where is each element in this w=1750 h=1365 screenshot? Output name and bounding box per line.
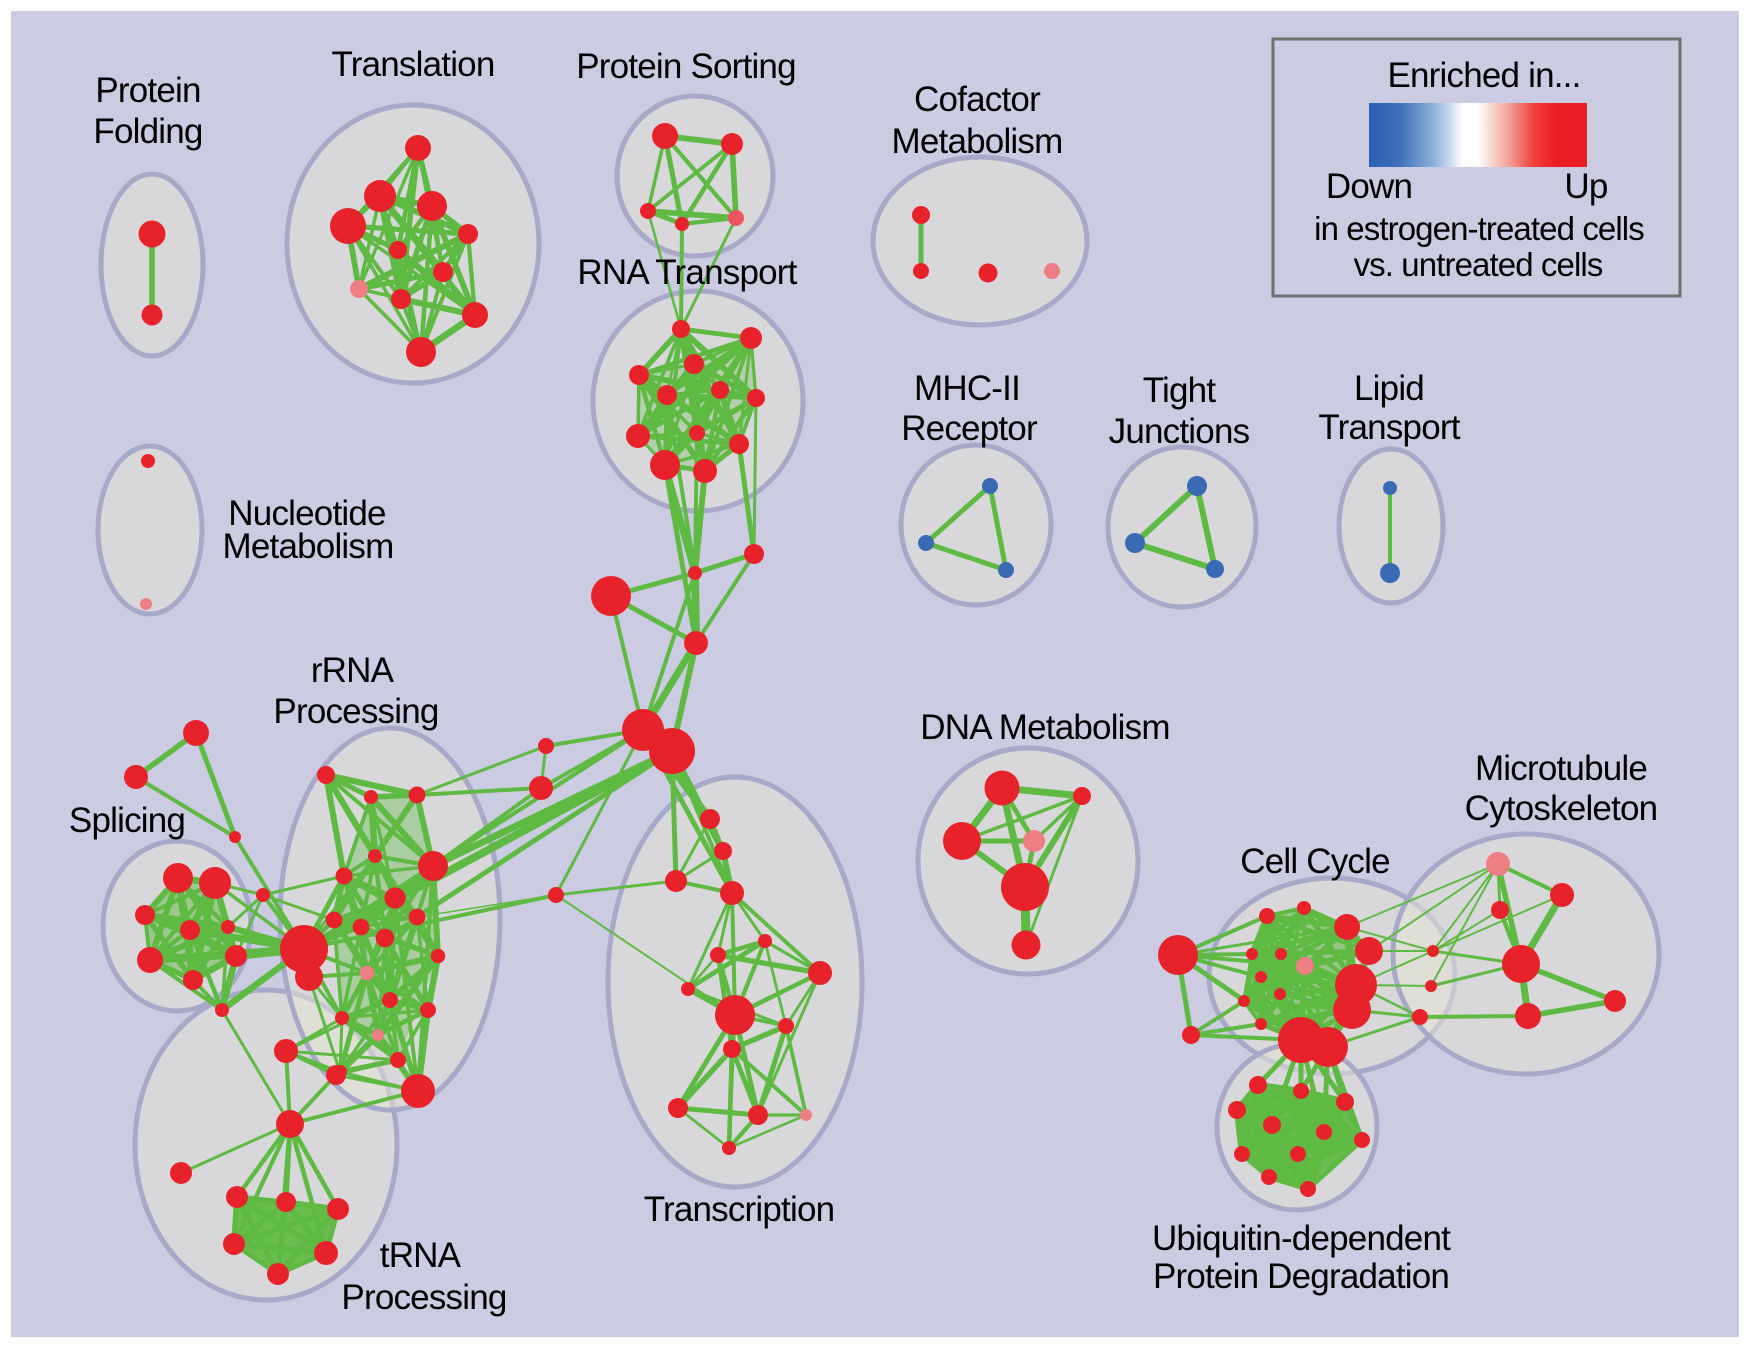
svg-text:Translation: Translation — [331, 45, 494, 84]
svg-text:Receptor: Receptor — [901, 409, 1038, 448]
svg-text:Tight: Tight — [1143, 371, 1217, 410]
svg-text:Microtubule: Microtubule — [1475, 749, 1647, 788]
svg-text:Ubiquitin-dependent: Ubiquitin-dependent — [1152, 1219, 1451, 1258]
svg-text:Lipid: Lipid — [1354, 369, 1424, 408]
svg-text:Down: Down — [1326, 167, 1412, 206]
svg-text:Folding: Folding — [93, 112, 202, 151]
svg-text:Enriched in...: Enriched in... — [1387, 56, 1580, 95]
svg-text:in estrogen-treated cells: in estrogen-treated cells — [1314, 210, 1644, 247]
svg-text:Transport: Transport — [1318, 408, 1460, 447]
svg-text:MHC-II: MHC-II — [914, 369, 1020, 408]
svg-text:Processing: Processing — [341, 1278, 506, 1317]
svg-text:Protein Degradation: Protein Degradation — [1153, 1257, 1449, 1296]
svg-text:Nucleotide: Nucleotide — [228, 494, 385, 533]
svg-text:Splicing: Splicing — [69, 801, 185, 840]
svg-text:Cytoskeleton: Cytoskeleton — [1465, 789, 1658, 828]
svg-text:Up: Up — [1564, 167, 1607, 206]
svg-text:RNA Transport: RNA Transport — [577, 253, 797, 292]
svg-text:Transcription: Transcription — [644, 1190, 835, 1229]
svg-text:Cell Cycle: Cell Cycle — [1240, 842, 1390, 881]
svg-text:vs. untreated cells: vs. untreated cells — [1354, 246, 1603, 283]
svg-text:Protein Sorting: Protein Sorting — [576, 47, 796, 86]
svg-text:Cofactor: Cofactor — [914, 80, 1041, 119]
svg-text:rRNA: rRNA — [311, 651, 395, 690]
svg-text:DNA Metabolism: DNA Metabolism — [920, 708, 1169, 747]
svg-text:Processing: Processing — [273, 692, 438, 731]
svg-text:Junctions: Junctions — [1109, 412, 1250, 451]
svg-text:Metabolism: Metabolism — [223, 527, 394, 566]
svg-text:tRNA: tRNA — [380, 1236, 462, 1275]
svg-text:Protein: Protein — [95, 71, 200, 110]
svg-text:Metabolism: Metabolism — [892, 122, 1063, 161]
